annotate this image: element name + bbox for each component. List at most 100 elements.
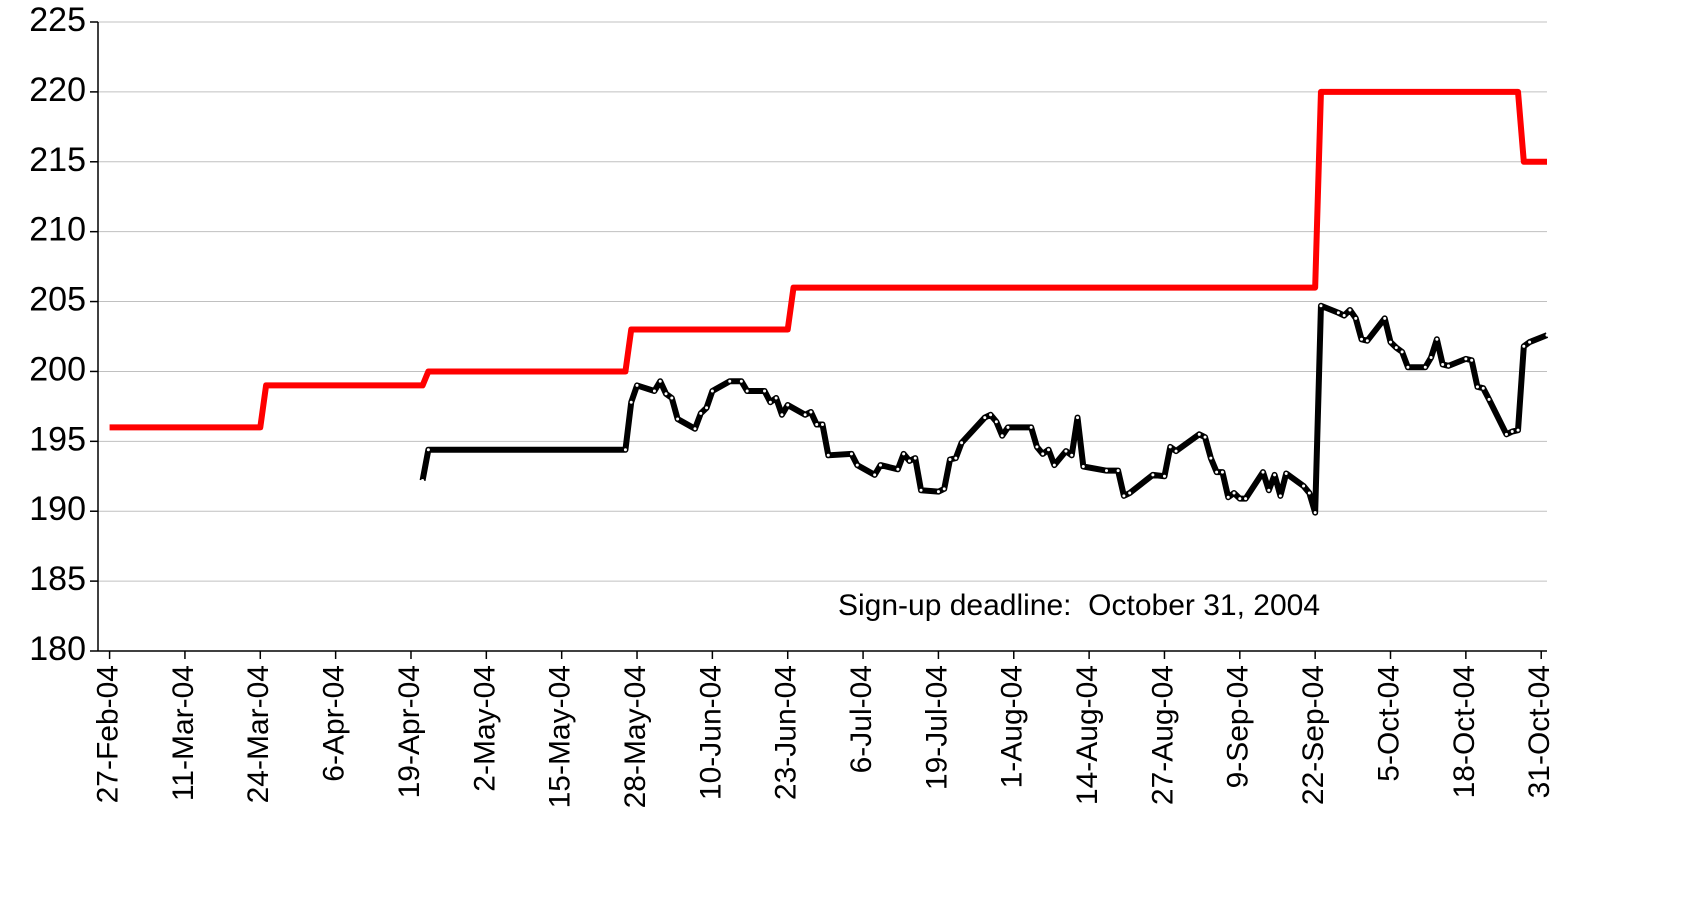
point-marker [1510,430,1514,434]
point-marker [1487,397,1491,401]
point-marker [1174,449,1178,453]
point-marker [954,456,958,460]
y-tick-label: 190 [29,490,86,528]
point-marker [1197,432,1201,436]
point-marker [1516,428,1520,432]
point-marker [1267,488,1271,492]
x-tick-label: 19-Jul-04 [920,665,953,790]
point-marker [896,467,900,471]
point-marker [1400,350,1404,354]
point-marker [960,441,964,445]
point-marker [664,392,668,396]
point-marker [1052,463,1056,467]
point-marker [1006,425,1010,429]
point-marker [705,406,709,410]
point-marker [1209,456,1213,460]
point-marker [913,456,917,460]
point-marker [1244,497,1248,501]
x-tick-label: 15-May-04 [544,665,577,808]
point-marker [948,458,952,462]
point-marker [768,400,772,404]
y-tick-label: 210 [29,211,86,249]
point-marker [623,448,627,452]
x-tick-label: 28-May-04 [619,665,652,808]
y-tick-label: 205 [29,281,86,319]
x-tick-label: 22-Sep-04 [1297,665,1330,805]
y-tick-label: 185 [29,560,86,598]
point-marker [803,413,807,417]
y-tick-label: 180 [29,630,86,668]
point-marker [710,389,714,393]
point-marker [1522,344,1526,348]
point-marker [1273,473,1277,477]
point-marker [821,423,824,427]
point-marker [815,423,819,427]
x-tick-label: 27-Aug-04 [1146,665,1179,805]
point-marker [1429,355,1433,359]
point-marker [780,413,784,417]
x-tick-label: 1-Aug-04 [996,665,1029,788]
point-marker [983,416,987,420]
y-tick-label: 195 [29,420,86,458]
point-marker [942,487,946,491]
point-marker [652,389,656,393]
point-marker [658,379,662,383]
point-marker [809,410,813,414]
point-marker [1313,511,1317,515]
point-marker [1307,491,1311,495]
point-marker [1446,364,1450,368]
point-marker [1383,316,1387,320]
point-marker [994,420,998,424]
point-marker [1441,362,1445,366]
point-marker [1203,435,1207,439]
point-marker [1122,494,1126,498]
point-marker [855,463,859,467]
point-marker [1354,316,1358,320]
point-marker [1475,385,1479,389]
point-marker [1481,386,1485,390]
point-marker [786,403,790,407]
x-tick-label: 24-Mar-04 [242,665,275,803]
point-marker [1128,491,1132,495]
point-marker [1261,470,1265,474]
x-tick-label: 27-Feb-04 [92,665,125,803]
point-marker [774,396,778,400]
y-tick-label: 215 [29,141,86,179]
point-marker [1238,497,1242,501]
point-marker [1302,484,1306,488]
point-marker [763,389,767,393]
point-marker [635,383,639,387]
point-marker [1470,358,1474,362]
point-marker [1076,416,1080,420]
point-marker [1319,304,1323,308]
point-marker [676,417,680,421]
point-marker [1528,340,1532,344]
x-tick-label: 6-Apr-04 [318,665,351,782]
series-line [109,88,1547,431]
series-line [419,302,1549,516]
x-tick-label: 10-Jun-04 [694,665,727,800]
point-marker [670,396,674,400]
point-marker [1226,495,1230,499]
y-tick-label: 200 [29,350,86,388]
point-marker [1070,453,1074,457]
point-marker [1220,470,1224,474]
point-marker [1423,365,1427,369]
point-marker [1064,449,1068,453]
point-marker [1151,473,1155,477]
point-marker [1545,333,1549,337]
point-marker [1435,337,1439,341]
x-tick-label: 5-Oct-04 [1372,665,1405,782]
point-marker [728,379,732,383]
point-marker [989,413,993,417]
point-marker [1389,340,1393,344]
point-marker [902,452,906,456]
annotation: Sign-up deadline: October 31, 2004 [838,589,1320,622]
y-tick-label: 225 [29,1,86,39]
point-marker [878,463,882,467]
point-marker [936,490,940,494]
point-marker [1504,432,1508,436]
point-marker [1105,469,1109,473]
point-marker [907,459,911,463]
